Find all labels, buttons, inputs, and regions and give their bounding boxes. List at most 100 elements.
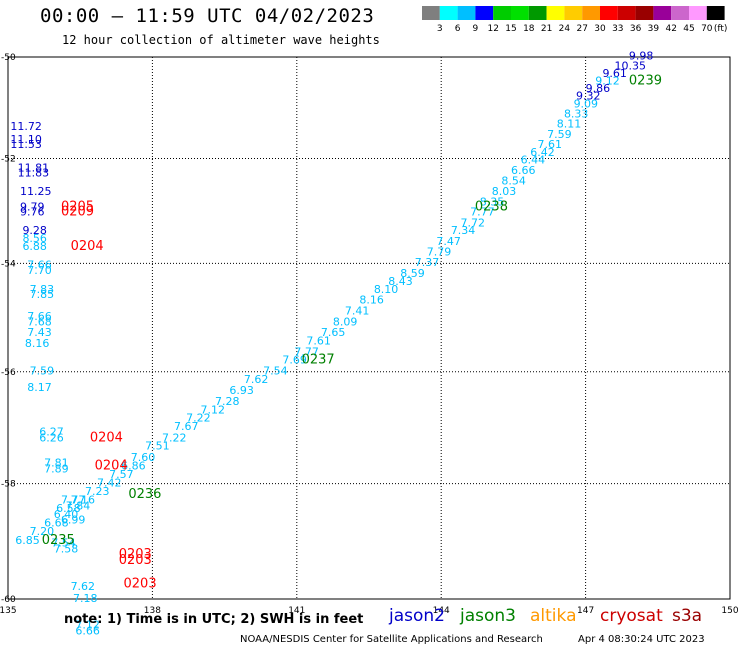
wave-height-label: 6.42 (530, 146, 555, 159)
wave-height-label: 7.43 (27, 326, 52, 339)
legend-s3a: s3a (672, 606, 703, 626)
scale-label: 36 (630, 24, 642, 34)
wave-height-label: 7.83 (30, 283, 55, 296)
scale-swatch (546, 6, 565, 20)
wave-height-label: 7.57 (109, 468, 134, 481)
wave-height-label: 7.81 (44, 457, 69, 470)
wave-height-label: 11.53 (10, 138, 42, 151)
wave-height-label: 7.79 (427, 245, 452, 258)
scale-label: 18 (523, 24, 535, 34)
legend-cryosat: cryosat (600, 606, 663, 626)
wave-height-label: 9.86 (586, 82, 611, 95)
scale-label: 39 (648, 24, 660, 34)
wave-height-label: 7.70 (27, 264, 52, 277)
scale-label: 42 (665, 24, 676, 34)
wave-height-label: 7.59 (30, 365, 55, 378)
pass-time-label: 0237 (302, 353, 335, 368)
pass-time-label: 0203 (124, 576, 157, 591)
scale-label: 27 (576, 24, 587, 34)
wave-height-label: 11.81 (18, 161, 50, 174)
scale-swatch (439, 6, 458, 20)
scale-label: 3 (437, 24, 443, 34)
wave-height-label: 8.56 (22, 232, 47, 245)
lon-tick-label: 141 (288, 606, 305, 616)
map-border (7, 56, 731, 600)
pass-time-label: 0238 (475, 199, 508, 214)
lat-tick-label: -52 (1, 154, 16, 164)
wave-height-label: 7.20 (30, 525, 55, 538)
wave-height-label: 9.76 (20, 206, 45, 219)
scale-swatch (653, 6, 672, 20)
wave-height-label: 11.72 (10, 120, 42, 133)
lon-tick-label: 135 (0, 606, 17, 616)
wave-height-label: 9.09 (574, 97, 599, 110)
scale-swatch (617, 6, 636, 20)
map-grid: 135 138 141 144 147 150 -50 -52 -54 -56 -58 -60 (0, 53, 739, 616)
wave-height-label: 9.28 (22, 224, 47, 237)
color-scale-legend: 3 6 9 12 15 18 21 24 27 30 33 36 39 42 45 70 (ft) (422, 6, 727, 34)
wave-height-label: 7.69 (282, 354, 307, 367)
wave-height-label: 7.65 (321, 326, 346, 339)
scale-swatch (422, 6, 440, 20)
wave-height-label: 6.88 (22, 240, 47, 253)
wave-height-label: 6.99 (61, 514, 86, 527)
wave-height-label: 7.22 (162, 431, 187, 444)
wave-height-label: 11.10 (10, 133, 42, 146)
wave-height-label: 8.33 (564, 107, 589, 120)
wave-height-label: 7.84 (66, 499, 91, 512)
scale-label: 12 (487, 24, 498, 34)
scale-swatch (689, 6, 707, 20)
wave-height-label: 7.61 (306, 334, 331, 347)
wave-height-label: 7.54 (263, 365, 288, 378)
wave-height-label: 11.25 (20, 185, 52, 198)
wave-height-label: 7.68 (27, 315, 52, 328)
credit-date: Apr 4 08:30:24 UTC 2023 (578, 634, 705, 645)
lat-tick-label: -56 (1, 368, 16, 378)
scale-label: 45 (683, 24, 694, 34)
wave-height-label: 7.59 (547, 128, 572, 141)
scale-label: 33 (612, 24, 623, 34)
lat-tick-label: -60 (1, 595, 16, 605)
wave-height-label: 6.44 (521, 154, 546, 167)
legend-jason3: jason3 (460, 606, 516, 626)
lon-tick-label: 138 (144, 606, 161, 616)
wave-height-label: 7.77 (61, 494, 86, 507)
wave-height-label: 7.12 (201, 403, 226, 416)
wave-height-label: 10.35 (614, 59, 646, 72)
scale-swatch (457, 6, 476, 20)
wave-height-label: 6.66 (511, 164, 536, 177)
pass-time-label: 0203 (119, 553, 152, 568)
lon-tick-label: 144 (433, 606, 450, 616)
wave-height-label: 6.40 (54, 508, 79, 521)
map-title: 00:00 – 11:59 UTC 04/02/2023 (40, 5, 375, 27)
wave-height-label: 6.58 (56, 502, 80, 515)
credit-line: NOAA/NESDIS Center for Satellite Applica… (240, 634, 543, 645)
pass-time-label: 0204 (95, 458, 128, 473)
scale-label: 21 (541, 24, 552, 34)
wave-height-label: 9.79 (20, 200, 45, 213)
scale-swatch (706, 6, 725, 20)
wave-height-label: 6.85 (15, 534, 40, 547)
wave-height-label: 8.17 (27, 381, 52, 394)
pass-time-label: 0239 (629, 74, 662, 89)
scale-label: 70 (701, 24, 713, 34)
scale-label: 24 (559, 24, 571, 34)
scale-swatch (528, 6, 547, 20)
scale-swatch (635, 6, 654, 20)
footer-note: note: 1) Time is in UTC; 2) SWH is in fe… (64, 612, 364, 627)
wave-height-label: 8.54 (501, 174, 526, 187)
lat-tick-label: -54 (1, 259, 16, 269)
wave-height-label: 7.85 (30, 288, 55, 301)
wave-height-label: 11.83 (18, 167, 50, 180)
scale-swatch (475, 6, 494, 20)
scale-swatch (600, 6, 618, 20)
wave-height-label: 7.61 (537, 138, 562, 151)
scale-label: 9 (473, 24, 479, 34)
legend-jason2: jason2 (389, 606, 445, 626)
wave-height-label: 9.61 (602, 67, 627, 80)
wave-height-label: 7.66 (27, 310, 52, 323)
wave-height-label: 7.23 (85, 485, 110, 498)
pass-time-label: 0235 (42, 533, 75, 548)
